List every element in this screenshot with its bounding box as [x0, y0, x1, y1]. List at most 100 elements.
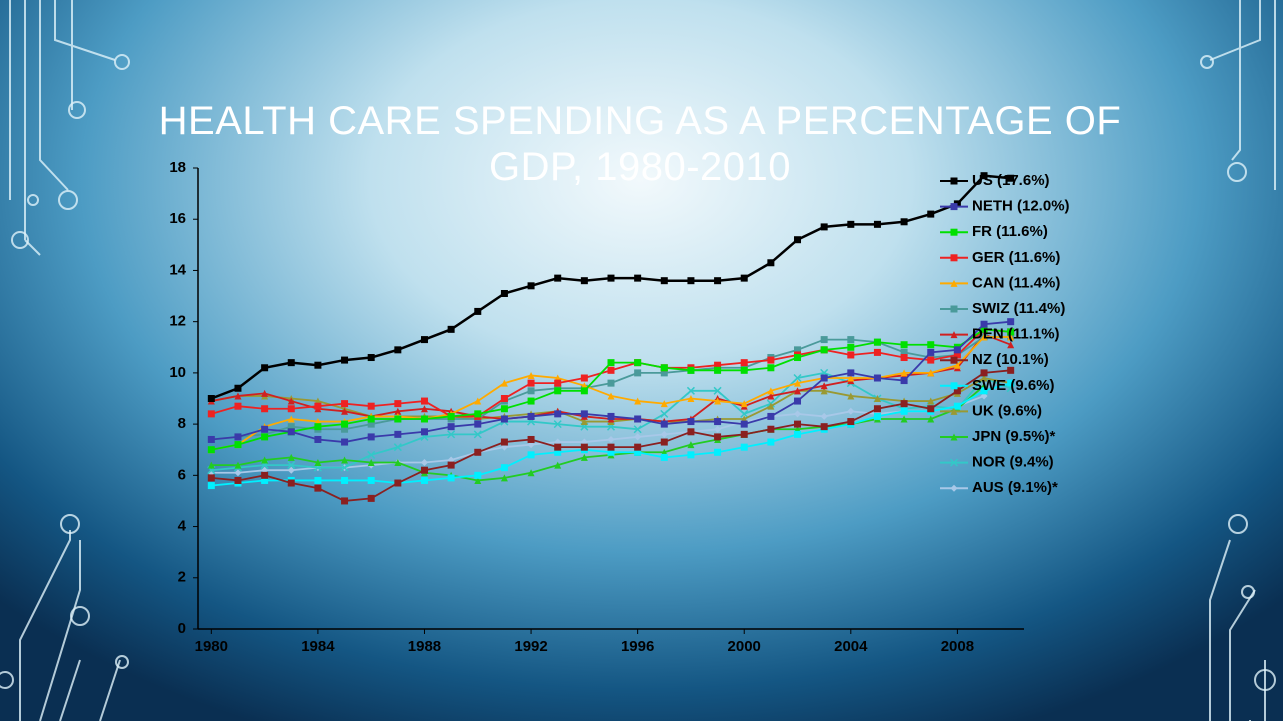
marker: [951, 357, 958, 364]
marker: [847, 351, 854, 358]
marker: [874, 339, 881, 346]
y-tick-label: 6: [178, 466, 186, 483]
x-tick-label: 2000: [728, 638, 761, 655]
marker: [314, 477, 321, 484]
slide: HEALTH CARE SPENDING AS A PERCENTAGE OF …: [0, 0, 1283, 721]
marker: [661, 277, 668, 284]
marker: [208, 446, 215, 453]
marker: [687, 451, 694, 458]
marker: [634, 275, 641, 282]
marker: [501, 415, 508, 422]
marker: [714, 367, 721, 374]
x-tick-label: 1992: [514, 638, 547, 655]
marker: [261, 405, 268, 412]
marker: [554, 380, 561, 387]
series: [208, 326, 1014, 453]
marker: [501, 405, 508, 412]
y-tick-label: 16: [169, 210, 186, 227]
marker: [901, 354, 908, 361]
y-tick-label: 2: [178, 569, 186, 586]
marker: [821, 223, 828, 230]
marker: [741, 275, 748, 282]
y-tick-label: 8: [178, 415, 186, 432]
marker: [528, 380, 535, 387]
marker: [234, 385, 241, 392]
marker: [661, 410, 668, 417]
marker: [661, 439, 668, 446]
marker: [847, 344, 854, 351]
marker: [951, 306, 958, 313]
marker: [927, 341, 934, 348]
legend-entry: SWIZ (11.4%): [940, 300, 1065, 317]
marker: [927, 211, 934, 218]
marker: [741, 421, 748, 428]
marker: [341, 497, 348, 504]
marker: [608, 275, 615, 282]
x-tick-label: 2004: [834, 638, 868, 655]
marker: [288, 428, 295, 435]
marker: [501, 395, 508, 402]
marker: [608, 367, 615, 374]
marker: [234, 403, 241, 410]
marker: [794, 410, 801, 417]
marker: [634, 444, 641, 451]
marker: [714, 426, 721, 433]
marker: [528, 413, 535, 420]
marker: [794, 236, 801, 243]
marker: [208, 436, 215, 443]
legend-label: FR (11.6%): [972, 223, 1048, 240]
marker: [528, 436, 535, 443]
marker: [821, 346, 828, 353]
marker: [634, 433, 641, 440]
marker: [847, 369, 854, 376]
marker: [581, 444, 588, 451]
marker: [394, 415, 401, 422]
marker: [608, 436, 615, 443]
marker: [634, 369, 641, 376]
marker: [901, 218, 908, 225]
marker: [368, 495, 375, 502]
marker: [741, 367, 748, 374]
marker: [847, 221, 854, 228]
marker: [448, 474, 455, 481]
legend-entry: CAN (11.4%): [940, 274, 1060, 291]
marker: [368, 354, 375, 361]
marker: [951, 254, 958, 261]
series: [208, 331, 1014, 425]
marker: [474, 308, 481, 315]
marker: [421, 428, 428, 435]
y-tick-label: 14: [169, 261, 186, 278]
marker: [261, 426, 268, 433]
marker: [554, 410, 561, 417]
marker: [501, 439, 508, 446]
marker: [714, 449, 721, 456]
marker: [687, 418, 694, 425]
x-tick-label: 1980: [195, 638, 228, 655]
marker: [767, 426, 774, 433]
marker: [608, 413, 615, 420]
marker: [394, 431, 401, 438]
marker: [394, 480, 401, 487]
marker: [954, 346, 961, 353]
marker: [528, 387, 535, 394]
x-tick-label: 2008: [941, 638, 974, 655]
marker: [528, 451, 535, 458]
marker: [448, 462, 455, 469]
legend-entry: DEN (11.1%): [940, 326, 1060, 343]
marker: [741, 431, 748, 438]
marker: [314, 362, 321, 369]
chart-title: HEALTH CARE SPENDING AS A PERCENTAGE OF …: [150, 98, 1130, 190]
marker: [661, 431, 668, 438]
y-tick-label: 4: [178, 518, 187, 535]
legend-label: DEN (11.1%): [972, 326, 1060, 343]
marker: [261, 472, 268, 479]
series: [208, 334, 1014, 454]
marker: [234, 441, 241, 448]
marker: [208, 395, 215, 402]
marker: [714, 418, 721, 425]
marker: [1007, 318, 1014, 325]
marker: [474, 421, 481, 428]
marker: [421, 415, 428, 422]
marker: [314, 436, 321, 443]
legend-label: SWIZ (11.4%): [972, 300, 1065, 317]
